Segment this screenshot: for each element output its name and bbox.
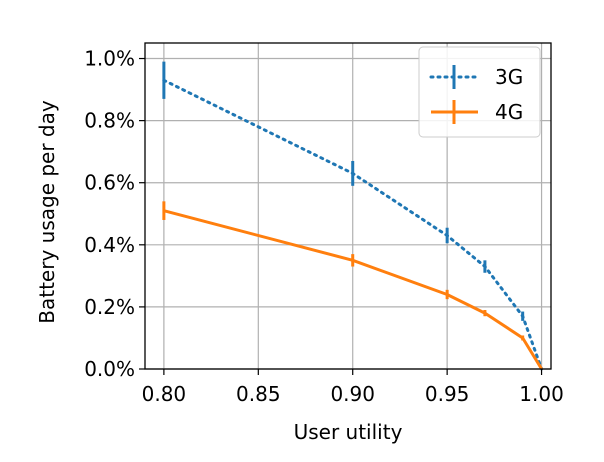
legend-label: 4G: [495, 100, 523, 124]
y-tick-label: 0.8%: [84, 109, 135, 133]
series-4G: [162, 201, 543, 370]
x-tick-label: 1.00: [519, 382, 564, 406]
x-tick-label: 0.90: [330, 382, 375, 406]
series-line: [162, 78, 544, 371]
legend-label: 3G: [495, 65, 523, 89]
legend-box: [418, 46, 541, 138]
x-tick-label: 0.85: [236, 382, 281, 406]
y-axis-label: Battery usage per day: [35, 100, 59, 324]
series-3G: [162, 61, 544, 371]
legend-item-3G: 3G: [429, 65, 523, 89]
x-tick-label: 0.95: [425, 382, 470, 406]
y-tick-label: 0.2%: [84, 295, 135, 319]
ticks: 0.80 0.85 0.90 0.95 1.00 0.0% 0.2% 0.4% 0.6% 0.8%…: [84, 47, 564, 406]
x-tick-label: 0.80: [142, 382, 187, 406]
legend-item-4G: 4G: [431, 100, 523, 124]
x-axis-label: User utility: [294, 420, 403, 444]
series-layer: [162, 61, 544, 371]
y-tick-label: 1.0%: [84, 47, 135, 71]
plot-frame: [144, 42, 552, 370]
y-tick-label: 0.0%: [84, 357, 135, 381]
y-tick-label: 0.6%: [84, 171, 135, 195]
y-tick-label: 0.4%: [84, 233, 135, 257]
series-line: [163, 209, 543, 370]
